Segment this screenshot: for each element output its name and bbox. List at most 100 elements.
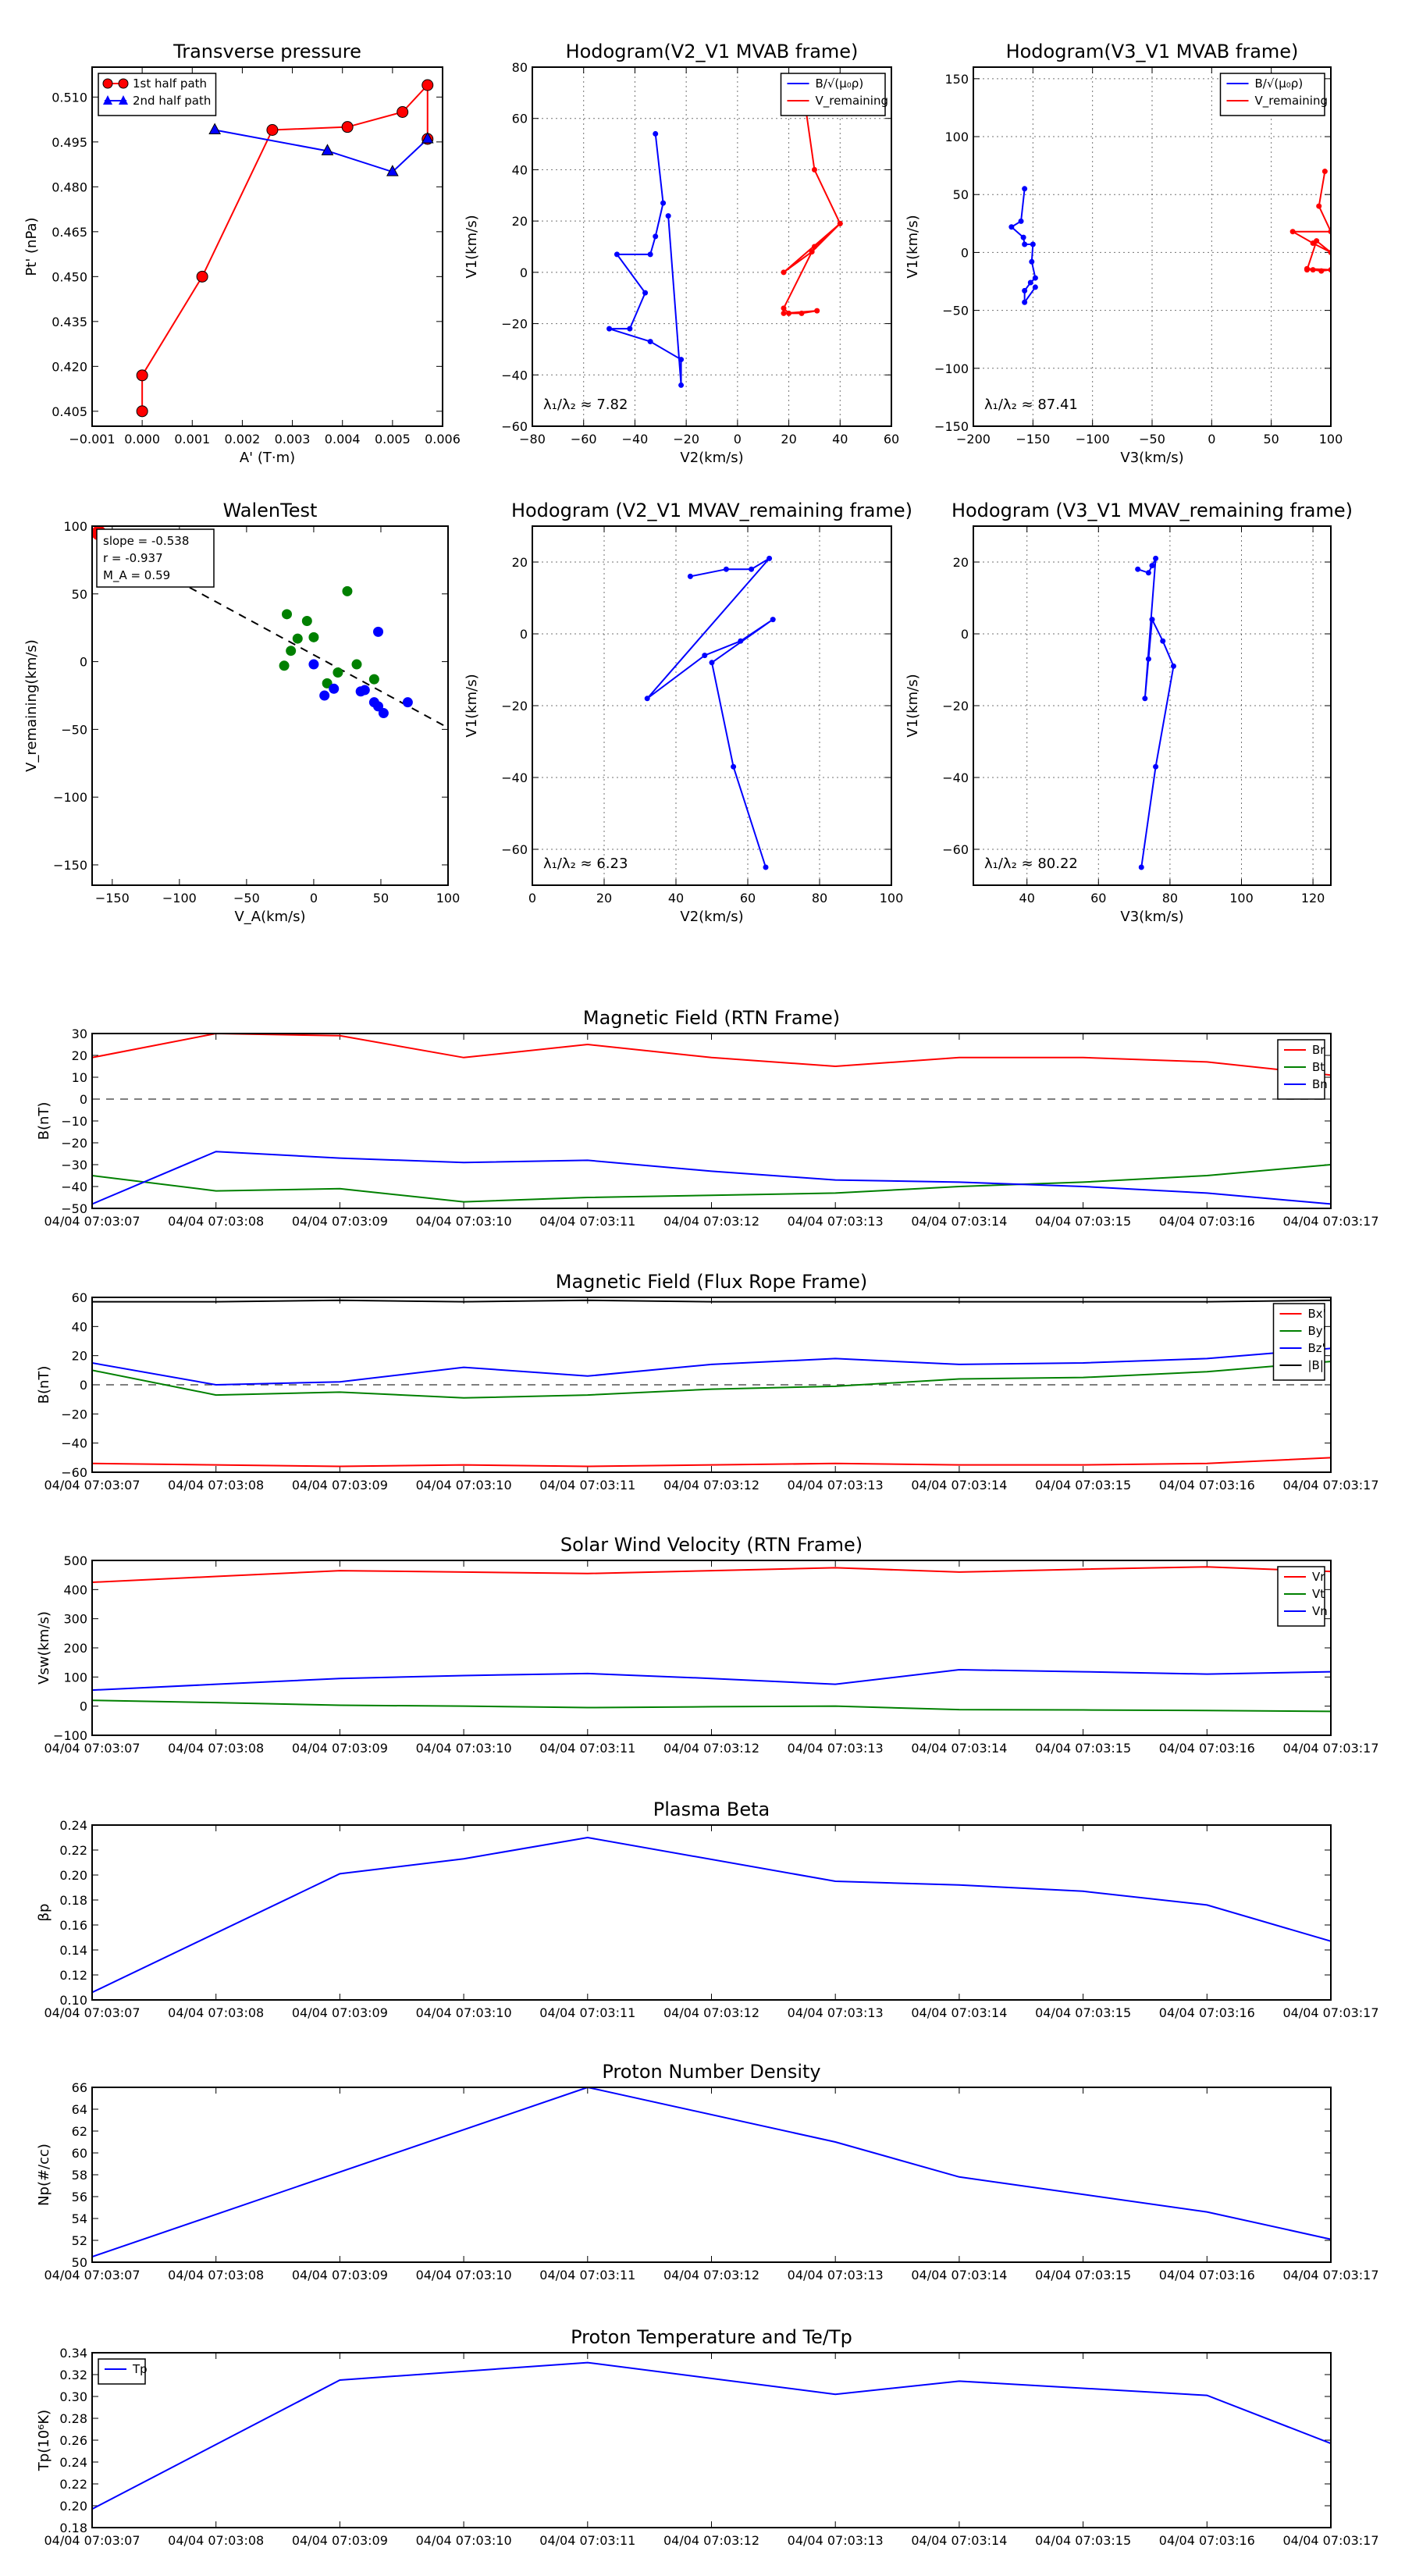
x-tick-label: 04/04 07:03:17 xyxy=(1282,2005,1378,2020)
x-tick-label: 04/04 07:03:08 xyxy=(168,2268,264,2282)
data-point xyxy=(647,339,653,345)
data-point xyxy=(1142,696,1148,702)
x-tick-label: 04/04 07:03:12 xyxy=(663,1478,759,1493)
series-line-By' xyxy=(92,1361,1331,1399)
y-tick-label: 0 xyxy=(80,1092,87,1107)
data-point xyxy=(136,369,148,382)
data-point xyxy=(1170,663,1176,669)
x-axis-label: V3(km/s) xyxy=(1120,909,1183,925)
plot-frame xyxy=(532,525,892,886)
x-tick-label: 40 xyxy=(668,891,684,906)
chart-np: Proton Number Density 04/04 07:03:07 04/04… xyxy=(36,2061,1379,2282)
plot-frame xyxy=(91,1297,1332,1473)
x-tick-label: 04/04 07:03:09 xyxy=(292,2533,388,2548)
data-point xyxy=(1145,656,1151,662)
y-tick-label: 200 xyxy=(63,1641,87,1656)
x-tick-label: 04/04 07:03:08 xyxy=(168,1214,264,1229)
x-tick-label: 04/04 07:03:12 xyxy=(663,2533,759,2548)
plot-frame xyxy=(91,1560,1332,1736)
x-tick-label: −150 xyxy=(95,891,130,906)
legend-marker xyxy=(102,78,113,89)
y-tick-label: 0.14 xyxy=(59,1943,87,1958)
y-tick-label: 0.405 xyxy=(52,404,87,419)
data-point xyxy=(1022,186,1028,192)
series-line-Vn xyxy=(92,1668,1331,1692)
x-tick-label: 04/04 07:03:16 xyxy=(1159,1741,1255,1756)
series-line-Bx' xyxy=(92,1457,1331,1468)
y-tick-label: −20 xyxy=(61,1407,87,1421)
y-tick-label: 0.32 xyxy=(59,2368,87,2382)
plot-frame xyxy=(973,66,1332,427)
x-tick-label: 60 xyxy=(884,432,899,447)
y-tick-label: 0.30 xyxy=(59,2389,87,2404)
x-axis-label: V2(km/s) xyxy=(680,909,743,925)
y-tick-label: 150 xyxy=(944,72,969,87)
x-tick-label: 04/04 07:03:07 xyxy=(44,1478,140,1493)
x-tick-label: 04/04 07:03:12 xyxy=(663,1214,759,1229)
x-tick-label: 120 xyxy=(1301,891,1325,906)
legend-label: By' xyxy=(1308,1324,1326,1338)
plot-area xyxy=(92,1566,1331,1713)
data-point xyxy=(614,251,620,258)
data-point xyxy=(653,130,659,137)
data-point xyxy=(665,213,671,219)
y-tick-label: 60 xyxy=(512,112,528,126)
legend-label: B/√(μ₀ρ) xyxy=(816,76,864,91)
data-point xyxy=(322,678,333,688)
y-tick-label: −60 xyxy=(501,842,528,857)
chart-title: Hodogram (V3_V1 MVAV_remaining frame) xyxy=(951,500,1353,521)
y-tick-label: 80 xyxy=(512,60,528,75)
x-tick-label: 04/04 07:03:15 xyxy=(1035,1741,1131,1756)
chart-bflux: Magnetic Field (Flux Rope Frame) 04/04 07… xyxy=(36,1271,1379,1493)
y-tick-label: 62 xyxy=(72,2124,87,2139)
y-tick-label: 0.18 xyxy=(59,2521,87,2535)
y-tick-label: −50 xyxy=(61,1201,87,1216)
chart-title: Hodogram(V3_V1 MVAB frame) xyxy=(1006,41,1299,62)
data-point xyxy=(1032,284,1038,290)
y-tick-label: 100 xyxy=(944,130,969,144)
x-tick-label: 100 xyxy=(1229,891,1254,906)
x-tick-label: 04/04 07:03:11 xyxy=(539,2005,635,2020)
legend-label: Bx' xyxy=(1308,1307,1326,1321)
data-point xyxy=(1153,763,1159,770)
y-tick-label: −60 xyxy=(942,842,969,857)
y-tick-label: −100 xyxy=(53,1728,87,1743)
data-point xyxy=(1149,617,1155,623)
legend-label: V_remaining xyxy=(816,94,889,109)
y-tick-label: 0.435 xyxy=(52,315,87,329)
data-point xyxy=(319,690,330,701)
x-tick-label: 0 xyxy=(528,891,536,906)
legend-box xyxy=(1219,73,1325,116)
x-tick-label: 04/04 07:03:13 xyxy=(788,2268,884,2282)
y-tick-label: −40 xyxy=(61,1179,87,1194)
chart-title: Proton Number Density xyxy=(602,2061,820,2083)
x-tick-label: 04/04 07:03:14 xyxy=(911,2533,1007,2548)
data-point xyxy=(282,609,293,620)
x-tick-label: 0.002 xyxy=(225,432,261,447)
data-point xyxy=(341,121,354,133)
data-point xyxy=(781,269,787,276)
chart-title: Plasma Beta xyxy=(653,1799,770,1820)
chart-h3: Hodogram (V2_V1 MVAV_remaining frame) 0 20… xyxy=(464,500,912,925)
data-point xyxy=(653,233,659,240)
data-point xyxy=(136,405,148,418)
x-tick-label: 40 xyxy=(1019,891,1035,906)
y-tick-label: 100 xyxy=(63,1670,87,1685)
data-point xyxy=(1020,234,1026,240)
chart-title: WalenTest xyxy=(223,500,318,521)
x-tick-label: 40 xyxy=(832,432,848,447)
plot-area xyxy=(92,2087,1331,2258)
data-point xyxy=(266,124,279,136)
plot-area xyxy=(92,1034,1331,1205)
y-tick-label: 0.450 xyxy=(52,269,87,284)
chart-title: Hodogram(V2_V1 MVAB frame) xyxy=(566,41,859,62)
y-tick-label: 54 xyxy=(72,2211,87,2226)
x-tick-label: 0 xyxy=(310,891,318,906)
x-tick-label: 100 xyxy=(880,891,904,906)
series-line-|B| xyxy=(92,1299,1331,1303)
x-tick-label: 04/04 07:03:13 xyxy=(788,1478,884,1493)
data-point xyxy=(1022,287,1028,294)
x-axis-label: V2(km/s) xyxy=(680,450,743,466)
x-tick-label: 04/04 07:03:15 xyxy=(1035,2533,1131,2548)
